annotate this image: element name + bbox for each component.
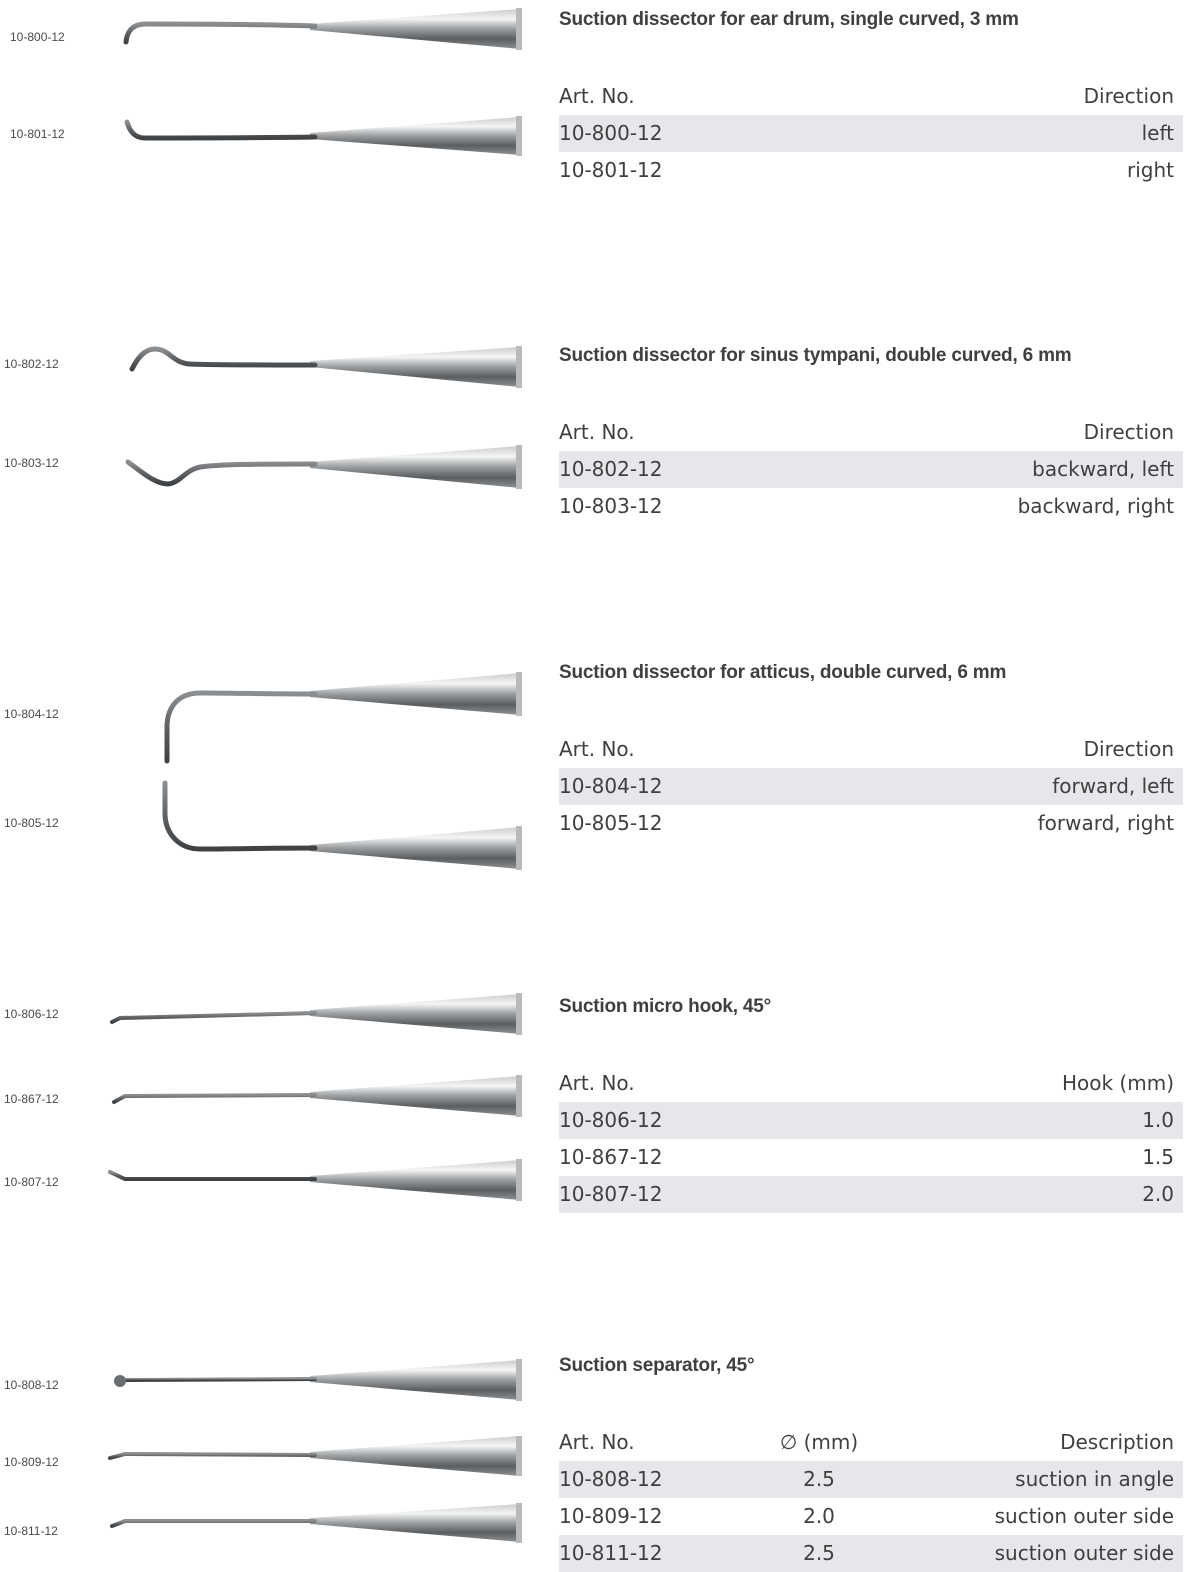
art-no-cell: 10-808-12 xyxy=(559,1461,739,1498)
hook-cell: 1.0 xyxy=(846,1102,1183,1139)
table-row: 10-809-12 2.0 suction outer side xyxy=(559,1498,1183,1535)
product-table: Art. No. ∅ (mm) Description 10-808-12 2.… xyxy=(559,1424,1183,1572)
product-table: Art. No. Direction 10-800-12 left 10-801… xyxy=(559,78,1183,189)
column-header: Art. No. xyxy=(559,1071,635,1095)
section-title: Suction dissector for atticus, double cu… xyxy=(559,662,1007,683)
instrument-image-10-804-12 xyxy=(164,672,522,764)
art-no-cell: 10-800-12 xyxy=(559,115,878,152)
description-cell: suction outer side xyxy=(899,1535,1183,1572)
column-header: Art. No. xyxy=(559,84,635,108)
instrument-image-10-803-12 xyxy=(125,445,522,489)
instrument-label: 10-800-12 xyxy=(10,30,65,44)
art-no-cell: 10-805-12 xyxy=(559,811,663,835)
instrument-image-10-807-12 xyxy=(108,1159,522,1201)
table-row: 10-867-12 1.5 xyxy=(559,1139,1183,1176)
table-row: 10-803-12 backward, right xyxy=(559,488,1183,525)
instrument-image-10-809-12 xyxy=(108,1436,522,1476)
diameter-cell: 2.5 xyxy=(739,1461,899,1498)
instrument-image-10-867-12 xyxy=(112,1075,522,1117)
section-title: Suction micro hook, 45° xyxy=(559,996,772,1017)
instrument-image-10-801-12 xyxy=(124,116,522,156)
instrument-label: 10-811-12 xyxy=(4,1524,58,1538)
instrument-image-10-808-12 xyxy=(114,1359,522,1401)
column-header: ∅ (mm) xyxy=(779,1430,859,1454)
table-header-row: Art. No. ∅ (mm) Description xyxy=(559,1424,1183,1461)
section-title: Suction dissector for sinus tympani, dou… xyxy=(559,345,1072,366)
column-header: Description xyxy=(1060,1430,1174,1454)
table-row: 10-801-12 right xyxy=(559,152,1183,189)
direction-cell: forward, left xyxy=(818,768,1183,805)
column-header: Hook (mm) xyxy=(1061,1071,1174,1095)
art-no-cell: 10-806-12 xyxy=(559,1102,847,1139)
instrument-label: 10-804-12 xyxy=(4,707,59,721)
instrument-label: 10-807-12 xyxy=(4,1175,59,1189)
table-header-row: Art. No. Hook (mm) xyxy=(559,1065,1183,1102)
art-no-cell: 10-867-12 xyxy=(559,1145,663,1169)
table-row: 10-805-12 forward, right xyxy=(559,805,1183,842)
art-no-cell: 10-801-12 xyxy=(559,158,663,182)
table-row: 10-800-12 left xyxy=(559,115,1183,152)
table-row: 10-811-12 2.5 suction outer side xyxy=(559,1535,1183,1572)
product-table: Art. No. Direction 10-804-12 forward, le… xyxy=(559,731,1183,842)
direction-cell: left xyxy=(877,115,1183,152)
art-no-cell: 10-804-12 xyxy=(559,768,819,805)
direction-cell: backward, left xyxy=(799,451,1183,488)
description-cell: suction in angle xyxy=(899,1461,1183,1498)
column-header: Art. No. xyxy=(559,737,635,761)
instrument-image-10-802-12 xyxy=(129,346,522,388)
diameter-cell: 2.0 xyxy=(803,1504,835,1528)
art-no-cell: 10-807-12 xyxy=(559,1176,847,1213)
instrument-image-10-811-12 xyxy=(110,1503,522,1543)
instrument-label: 10-801-12 xyxy=(10,127,65,141)
instrument-label: 10-802-12 xyxy=(4,357,59,371)
instrument-label: 10-808-12 xyxy=(4,1378,59,1392)
table-row: 10-808-12 2.5 suction in angle xyxy=(559,1461,1183,1498)
hook-cell: 2.0 xyxy=(846,1176,1183,1213)
instrument-label: 10-806-12 xyxy=(4,1007,59,1021)
direction-cell: forward, right xyxy=(1037,811,1174,835)
table-row: 10-806-12 1.0 xyxy=(559,1102,1183,1139)
table-row: 10-804-12 forward, left xyxy=(559,768,1183,805)
instrument-image-10-805-12 xyxy=(162,780,522,870)
art-no-cell: 10-803-12 xyxy=(559,494,663,518)
instrument-image-10-806-12 xyxy=(110,993,522,1035)
art-no-cell: 10-802-12 xyxy=(559,451,800,488)
column-header: Art. No. xyxy=(559,1430,635,1454)
table-header-row: Art. No. Direction xyxy=(559,731,1183,768)
section-title: Suction separator, 45° xyxy=(559,1355,755,1376)
table-header-row: Art. No. Direction xyxy=(559,78,1183,115)
instrument-image-10-800-12 xyxy=(123,8,522,50)
product-table: Art. No. Hook (mm) 10-806-12 1.0 10-867-… xyxy=(559,1065,1183,1213)
instrument-label: 10-809-12 xyxy=(4,1455,59,1469)
section-title: Suction dissector for ear drum, single c… xyxy=(559,9,1019,30)
column-header: Art. No. xyxy=(559,420,635,444)
description-cell: suction outer side xyxy=(994,1504,1174,1528)
instrument-label: 10-867-12 xyxy=(4,1092,59,1106)
direction-cell: right xyxy=(1127,158,1174,182)
direction-cell: backward, right xyxy=(1017,494,1174,518)
table-row: 10-802-12 backward, left xyxy=(559,451,1183,488)
column-header: Direction xyxy=(1083,84,1174,108)
product-table: Art. No. Direction 10-802-12 backward, l… xyxy=(559,414,1183,525)
table-row: 10-807-12 2.0 xyxy=(559,1176,1183,1213)
diameter-cell: 2.5 xyxy=(739,1535,899,1572)
art-no-cell: 10-811-12 xyxy=(559,1535,739,1572)
instrument-label: 10-805-12 xyxy=(4,816,59,830)
hook-cell: 1.5 xyxy=(1142,1145,1174,1169)
column-header: Direction xyxy=(1083,737,1174,761)
table-header-row: Art. No. Direction xyxy=(559,414,1183,451)
instrument-label: 10-803-12 xyxy=(4,456,59,470)
art-no-cell: 10-809-12 xyxy=(559,1504,663,1528)
column-header: Direction xyxy=(1083,420,1174,444)
